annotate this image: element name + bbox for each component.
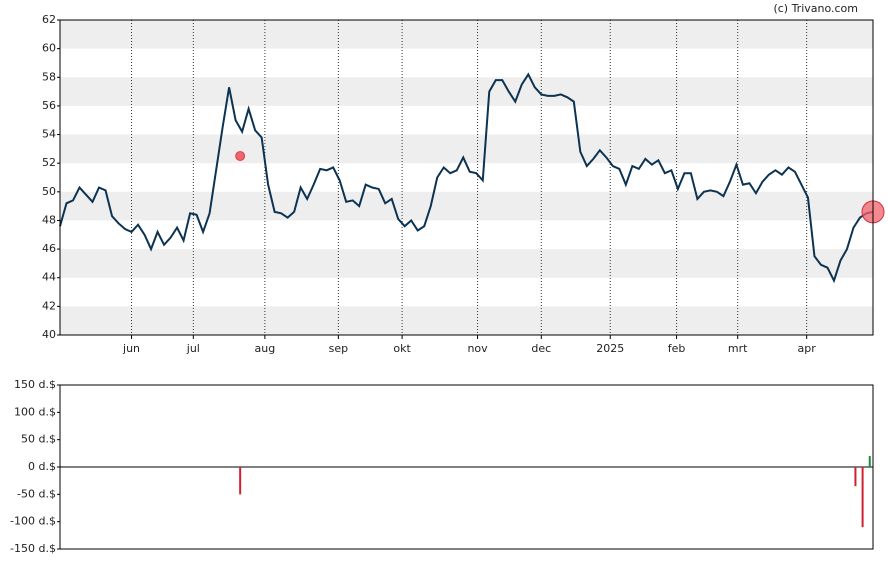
x-tick-label: aug [255,342,276,355]
x-tick-label: mrt [728,342,748,355]
x-tick-label: dec [531,342,551,355]
event-marker [235,151,246,161]
y-tick-label: -100 d.$ [10,515,56,528]
y-tick-label: 54 [42,128,56,141]
x-tick-label: sep [329,342,348,355]
y-tick-label: 48 [42,213,56,226]
x-tick-label: nov [467,342,488,355]
y-tick-label: 100 d.$ [14,405,56,418]
y-tick-label: 50 [42,185,56,198]
grid-band [60,306,873,335]
y-tick-label: 40 [42,328,56,341]
y-tick-label: -50 d.$ [17,487,56,500]
grid-band [60,77,873,106]
x-tick-label: 2025 [596,342,624,355]
credit: (c) Trivano.com [773,2,858,15]
x-tick-label: feb [668,342,686,355]
y-tick-label: 58 [42,70,56,83]
grid-band [60,134,873,164]
x-tick-label: jul [186,342,200,355]
y-tick-label: 62 [42,13,56,26]
y-tick-label: 50 d.$ [21,433,56,446]
grid-band [60,20,873,49]
y-tick-label: 60 [42,42,56,55]
y-tick-label: 150 d.$ [14,378,56,391]
y-tick-label: 46 [42,242,56,255]
price-line [59,72,874,284]
y-tick-label: 42 [42,299,56,312]
grid-band [60,249,873,278]
y-tick-label: 0 d.$ [28,460,56,473]
plot-frame [59,19,874,336]
y-tick-label: 56 [42,99,56,112]
x-tick-label: okt [393,342,411,355]
y-tick-label: -150 d.$ [10,542,56,555]
y-tick-label: 44 [42,271,56,284]
x-tick-label: jun [122,342,140,355]
grid-band [60,191,873,221]
x-tick-label: apr [798,342,817,355]
y-tick-label: 52 [42,156,56,169]
plot-frame [59,384,874,550]
